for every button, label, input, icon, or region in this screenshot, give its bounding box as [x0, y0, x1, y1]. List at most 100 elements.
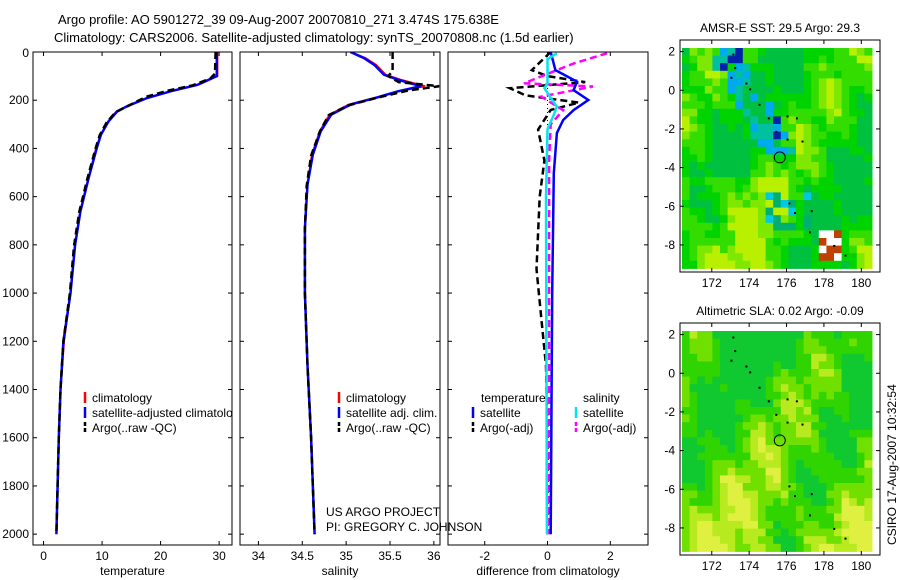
map-cell [811, 169, 820, 178]
map-cell [682, 162, 691, 171]
map-cell [720, 399, 729, 408]
island-mark [775, 130, 778, 133]
map-cell [750, 346, 759, 355]
map-cell [727, 108, 736, 117]
map-cell [796, 467, 805, 476]
map-cell [689, 101, 698, 110]
map-cell [788, 331, 797, 340]
map-cell [742, 399, 751, 408]
map-cell [758, 391, 767, 400]
lat-tick-label: -4 [664, 444, 675, 458]
map-cell [742, 55, 751, 64]
map-cell [849, 475, 858, 484]
map-cell [864, 108, 873, 117]
map-cell [788, 490, 797, 499]
map-cell [735, 376, 744, 385]
map-cell [773, 346, 782, 355]
map-cell [735, 498, 744, 507]
map-cell [796, 460, 805, 469]
map-cell [864, 521, 873, 530]
lat-tick-label: 2 [668, 328, 675, 342]
map-cell [849, 200, 858, 209]
map-cell [811, 498, 820, 507]
map-cell [788, 116, 797, 125]
island-mark [730, 359, 733, 362]
map-cell [773, 399, 782, 408]
map-cell [704, 200, 713, 209]
map-cell [720, 192, 729, 201]
map-cell [864, 460, 873, 469]
map-cell [697, 467, 706, 476]
map-cell [856, 369, 865, 378]
map-cell [742, 422, 751, 431]
map-cell [735, 414, 744, 423]
map-cell [788, 445, 797, 454]
map-cell [742, 536, 751, 545]
map-cell [704, 93, 713, 102]
map-cell [735, 543, 744, 552]
map-cell [849, 230, 858, 239]
map-cell [841, 93, 850, 102]
map-cell [727, 184, 736, 193]
map-cell [689, 467, 698, 476]
map-cell [720, 260, 729, 269]
map-cell [689, 55, 698, 64]
map-cell [849, 154, 858, 163]
map-cell [834, 55, 843, 64]
island-mark [767, 117, 770, 120]
map-cell [742, 78, 751, 87]
map-cell [826, 490, 835, 499]
map-cell [826, 93, 835, 102]
map-cell [826, 422, 835, 431]
map-cell [689, 445, 698, 454]
map-cell [704, 78, 713, 87]
map-cell [750, 353, 759, 362]
map-cell [864, 48, 873, 57]
map-cell [712, 536, 721, 545]
map-cell [682, 93, 691, 102]
map-cell [758, 445, 767, 454]
map-cell [773, 63, 782, 72]
map-cell [750, 253, 759, 262]
map-cell [765, 55, 774, 64]
map-cell [780, 376, 789, 385]
map-cell [727, 331, 736, 340]
map-cell [735, 154, 744, 163]
map-cell [841, 445, 850, 454]
map-cell [818, 543, 827, 552]
map-cell [864, 55, 873, 64]
map-cell [856, 238, 865, 247]
map-cell [773, 131, 782, 140]
map-cell [765, 93, 774, 102]
map-cell [834, 124, 843, 133]
map-cell [796, 346, 805, 355]
map-cell [704, 230, 713, 239]
map-cell [834, 192, 843, 201]
series-line-salinity-argo-adj- [523, 52, 608, 535]
map-cell [765, 215, 774, 224]
map-cell [849, 467, 858, 476]
map-cell [697, 238, 706, 247]
map-cell [856, 346, 865, 355]
map-cell [856, 460, 865, 469]
map-cell [841, 437, 850, 446]
map-cell [727, 445, 736, 454]
map-cell [742, 215, 751, 224]
x-tick-label: 34 [252, 549, 266, 563]
map-cell [811, 437, 820, 446]
lat-tick-label: -2 [664, 405, 675, 419]
map-cell [689, 215, 698, 224]
map-cell [682, 146, 691, 155]
map-cell [697, 207, 706, 216]
map-cell [720, 70, 729, 79]
map-cell [818, 48, 827, 57]
map-cell [773, 445, 782, 454]
map-cell [682, 475, 691, 484]
map-cell [841, 177, 850, 186]
map-cell [720, 253, 729, 262]
map-cell [773, 48, 782, 57]
map-cell [849, 437, 858, 446]
map-cell [712, 207, 721, 216]
map-cell [834, 139, 843, 148]
map-cell [788, 483, 797, 492]
